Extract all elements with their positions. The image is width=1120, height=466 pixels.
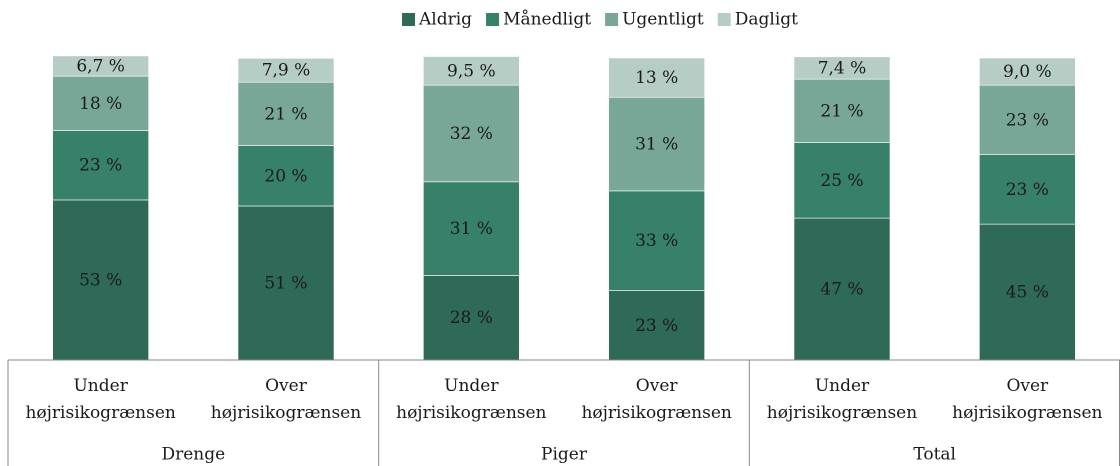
bar-segment <box>423 181 520 276</box>
bar-segment <box>52 130 149 201</box>
data-label: 7,4 % <box>818 58 867 78</box>
legend-swatch <box>486 13 500 26</box>
data-label: 21 % <box>820 101 863 121</box>
bar-segment <box>793 78 891 143</box>
legend-label: Aldrig <box>418 10 472 30</box>
legend-label: Ugentligt <box>622 10 704 30</box>
legend-swatch <box>717 13 731 26</box>
data-label: 45 % <box>1006 283 1049 303</box>
bar-segment <box>423 275 520 361</box>
bar-segment <box>793 217 891 361</box>
data-label: 18 % <box>79 94 122 114</box>
data-label: 25 % <box>820 171 863 191</box>
bar-segment <box>793 142 891 219</box>
data-label: 32 % <box>450 124 493 144</box>
x-tick-label: Under højrisikogrænsen <box>25 376 175 423</box>
bar-segment <box>793 56 891 80</box>
data-label: 9,0 % <box>1003 62 1052 82</box>
bar-segment <box>52 55 149 77</box>
data-label: 53 % <box>79 270 122 290</box>
bar-segment <box>979 154 1076 225</box>
legend-swatch <box>605 13 619 26</box>
bar-segment <box>979 57 1076 86</box>
data-label: 20 % <box>264 166 307 186</box>
bar-segment <box>608 57 705 98</box>
group-label: Drenge <box>161 445 225 465</box>
bar-segment <box>237 145 335 207</box>
x-tick-label: Under højrisikogrænsen <box>396 376 546 423</box>
data-label: 31 % <box>635 135 678 155</box>
data-label: 9,5 % <box>447 61 496 81</box>
bar-segment <box>979 84 1076 155</box>
bar-segment <box>608 190 705 291</box>
data-label: 13 % <box>635 68 678 88</box>
data-label: 23 % <box>1006 110 1049 130</box>
data-label: 31 % <box>450 219 493 239</box>
x-tick-label: Over højrisikogrænsen <box>581 376 731 423</box>
data-label: 23 % <box>1006 180 1049 200</box>
data-label: 6,7 % <box>76 57 125 77</box>
bar-segment <box>237 81 335 146</box>
legend-swatch <box>402 13 416 26</box>
bar-segment <box>608 290 705 361</box>
bar-segment <box>52 199 149 361</box>
data-label: 47 % <box>820 280 863 300</box>
x-tick-label: Over højrisikogrænsen <box>211 376 361 423</box>
data-label: 7,9 % <box>262 61 311 81</box>
bar-segment <box>608 96 705 192</box>
data-label: 33 % <box>635 231 678 251</box>
data-label: 28 % <box>450 308 493 328</box>
group-label: Total <box>913 445 956 465</box>
legend-label: Dagligt <box>735 10 798 30</box>
group-label: Piger <box>541 445 588 465</box>
data-label: 21 % <box>264 104 307 124</box>
bar-segment <box>237 205 335 361</box>
data-label: 23 % <box>635 316 678 336</box>
x-tick-label: Over højrisikogrænsen <box>952 376 1102 423</box>
x-tick-label: Under højrisikogrænsen <box>767 376 917 423</box>
legend-label: Månedligt <box>503 10 591 30</box>
bar-segment <box>423 56 520 86</box>
bar-segment <box>423 84 520 183</box>
bar-segment <box>237 58 335 83</box>
bar-segment <box>979 223 1076 361</box>
data-label: 23 % <box>79 156 122 176</box>
data-label: 51 % <box>264 273 307 293</box>
